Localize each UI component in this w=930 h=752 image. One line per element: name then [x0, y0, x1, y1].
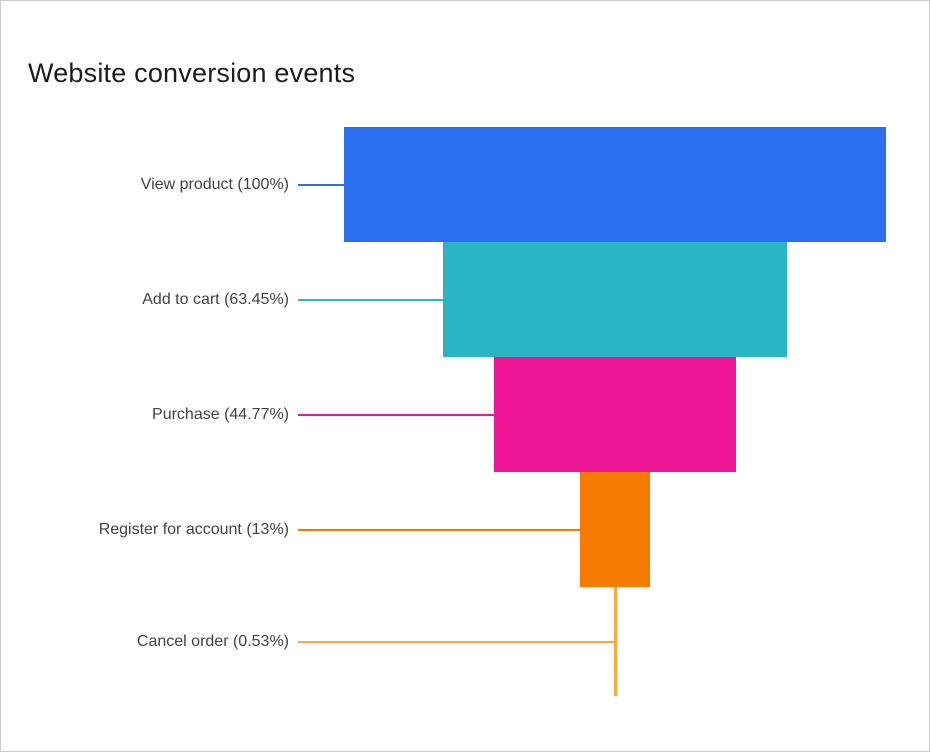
stage-label-add-to-cart: Add to cart (63.45%) [142, 290, 289, 308]
funnel-segment-register-for-account[interactable] [579, 472, 651, 587]
label-connector-register-for-account [298, 528, 580, 531]
stage-label-cancel-order: Cancel order (0.53%) [136, 632, 289, 650]
chart-title: Website conversion events [28, 58, 356, 88]
funnel-segment-add-to-cart[interactable] [443, 242, 787, 357]
stage-label-register-for-account: Register for account (13%) [98, 520, 289, 538]
label-connector-cancel-order [298, 640, 614, 643]
label-connector-add-to-cart [298, 298, 444, 301]
funnel-segment-cancel-order[interactable] [613, 587, 617, 696]
funnel-segment-view-product[interactable] [344, 127, 886, 242]
label-connector-view-product [298, 183, 344, 186]
funnel-segment-purchase[interactable] [493, 357, 737, 472]
label-connector-purchase [298, 413, 494, 416]
stage-label-view-product: View product (100%) [140, 175, 289, 193]
stage-label-purchase: Purchase (44.77%) [152, 405, 289, 423]
